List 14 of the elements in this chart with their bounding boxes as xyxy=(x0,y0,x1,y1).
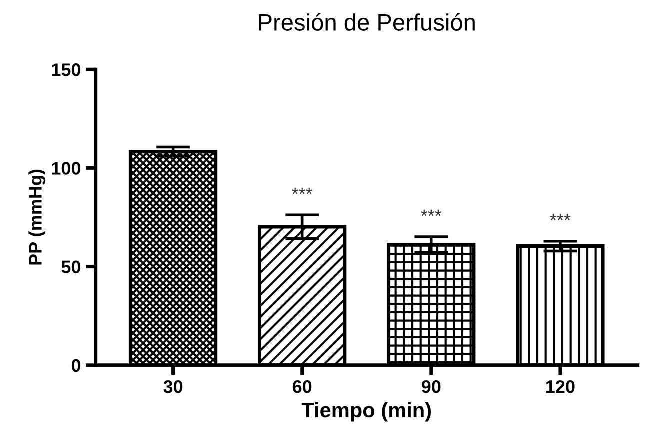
y-tick-label: 50 xyxy=(62,260,81,274)
annotation: *** xyxy=(292,188,313,194)
annotation: *** xyxy=(421,210,442,216)
annotation: *** xyxy=(550,214,571,221)
x-tick-label: 60 xyxy=(292,380,312,394)
y-tick-label: 100 xyxy=(52,162,81,175)
y-tick-label: 0 xyxy=(72,359,81,372)
y-axis-title: PP (mmHg) xyxy=(28,170,46,265)
x-axis-title: Tiempo (min) xyxy=(302,402,432,422)
x-tick-label: 90 xyxy=(422,380,441,394)
x-tick-label: 30 xyxy=(164,380,183,394)
y-tick-label: 150 xyxy=(52,64,81,76)
chart-title: Presión de Perfusión xyxy=(259,13,475,31)
x-tick-label: 120 xyxy=(546,380,575,394)
